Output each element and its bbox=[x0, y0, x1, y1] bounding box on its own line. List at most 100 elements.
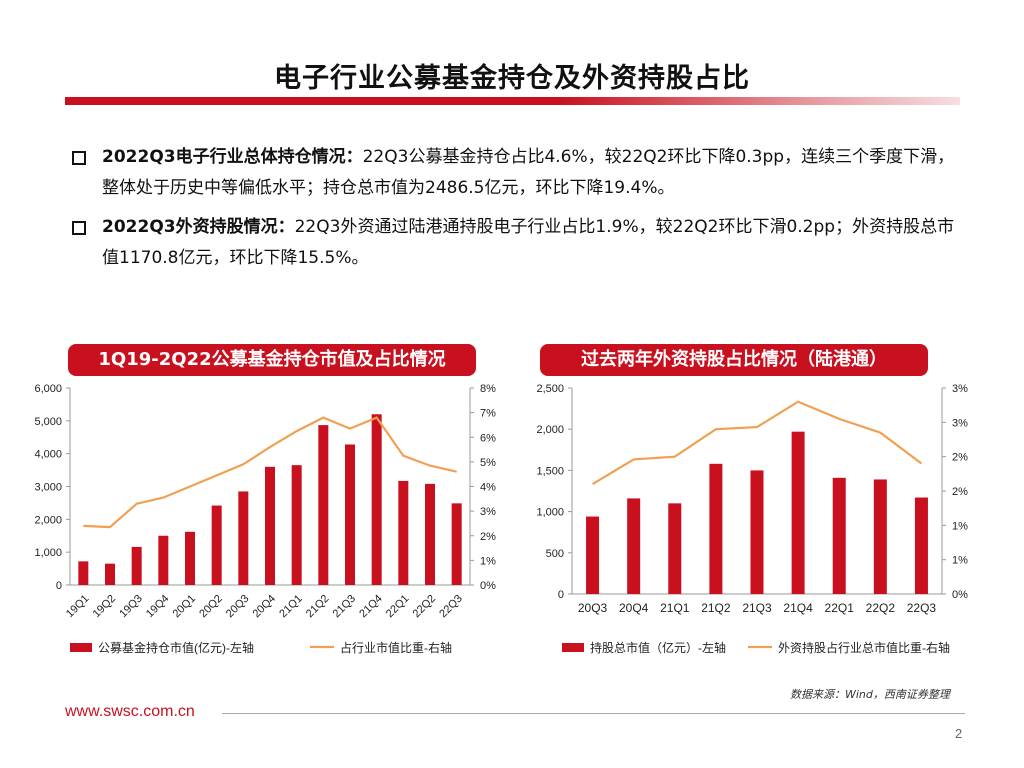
chart2-right-tick-label: 0% bbox=[952, 589, 968, 601]
chart1-left-tick-label: 5,000 bbox=[34, 416, 62, 428]
chart2-bar bbox=[750, 470, 764, 594]
chart1-bar bbox=[265, 466, 275, 585]
page-title: 电子行业公募基金持仓及外资持股占比 bbox=[274, 63, 750, 94]
chart2-bar bbox=[627, 498, 641, 594]
page-number: 2 bbox=[955, 726, 963, 741]
footer-divider bbox=[222, 713, 965, 714]
chart2-bar bbox=[791, 431, 805, 594]
chart1-x-tick-label: 20Q3 bbox=[224, 593, 252, 621]
chart2-bar bbox=[873, 479, 887, 594]
chart1-right-tick-label: 6% bbox=[480, 432, 496, 444]
chart1-x-tick-label: 20Q1 bbox=[171, 593, 199, 621]
chart2-left-tick-label: 2,000 bbox=[536, 424, 564, 436]
chart2-x-tick-label: 21Q4 bbox=[783, 601, 813, 615]
chart1-right-tick-label: 7% bbox=[480, 408, 496, 420]
chart1-x-tick-label: 21Q1 bbox=[277, 593, 305, 621]
chart2-line-series bbox=[592, 400, 923, 486]
chart1-left-tick-label: 0 bbox=[56, 580, 62, 592]
chart1-x-tick-label: 19Q4 bbox=[144, 593, 172, 621]
chart1-x-tick-label: 22Q1 bbox=[384, 593, 412, 621]
chart1-right-tick-label: 1% bbox=[480, 555, 496, 567]
chart1-x-tick-label: 21Q3 bbox=[331, 593, 359, 621]
chart1-x-tick-label: 20Q2 bbox=[197, 593, 225, 621]
chart1-bar bbox=[425, 483, 435, 585]
chart1-bar bbox=[371, 414, 382, 585]
chart1-right-tick-label: 3% bbox=[480, 506, 496, 518]
chart1-bar bbox=[78, 561, 89, 585]
chart2-x-tick-label: 22Q3 bbox=[907, 601, 937, 615]
chart1-legend-line-label: 占行业市值比重-右轴 bbox=[340, 640, 452, 655]
chart2-x-tick-label: 21Q2 bbox=[701, 601, 731, 615]
chart1-bar bbox=[158, 535, 169, 585]
chart1-right-tick-label: 2% bbox=[480, 531, 496, 543]
chart2-svg: 0 500 1,000 1,500 2,000 2,500 0% 1% 1% 2% 2% 3% 3% 20… bbox=[536, 383, 968, 655]
bullet-heading: 2022Q3外资持股情况： bbox=[102, 217, 295, 237]
chart1-bar bbox=[185, 531, 195, 585]
bullet-text: 22Q3外资通过陆港通持股电子行业占比1.9%，较22Q2环比下滑0.2pp；外… bbox=[102, 217, 955, 268]
chart1-bar bbox=[131, 546, 142, 585]
checkbox-bullet-icon bbox=[72, 151, 86, 165]
chart1-x-tick-label: 19Q3 bbox=[117, 593, 145, 621]
chart1-right-tick-label: 4% bbox=[480, 482, 496, 494]
chart2-right-tick-label: 1% bbox=[952, 555, 968, 567]
chart2-left-tick-label: 1,000 bbox=[536, 507, 564, 519]
chart1-x-tick-label: 19Q1 bbox=[64, 593, 92, 621]
chart1-svg: 0 1,000 2,000 3,000 4,000 5,000 6,000 0% 1% 2% 3% 4… bbox=[34, 383, 496, 655]
chart1-right-tick-label: 0% bbox=[480, 580, 496, 592]
chart1-line-series bbox=[83, 416, 457, 529]
chart1-left-tick-label: 3,000 bbox=[34, 482, 62, 494]
bullet-item: 2022Q3外资持股情况：22Q3外资通过陆港通持股电子行业占比1.9%，较22… bbox=[70, 212, 970, 274]
chart2-bar bbox=[709, 463, 723, 594]
chart2-legend-bar-label: 持股总市值（亿元）-左轴 bbox=[590, 640, 726, 655]
chart1-left-tick-label: 4,000 bbox=[34, 449, 62, 461]
chart1-left-tick-label: 2,000 bbox=[34, 514, 62, 526]
chart1-title: 1Q19-2Q22公募基金持仓市值及占比情况 bbox=[68, 344, 476, 376]
chart2-bar bbox=[914, 497, 928, 594]
chart1-legend-bar-swatch bbox=[70, 643, 92, 652]
chart2-right-tick-label: 2% bbox=[952, 452, 968, 464]
chart2-right-tick-label: 3% bbox=[952, 417, 968, 429]
bullet-heading: 2022Q3电子行业总体持仓情况： bbox=[102, 147, 363, 167]
bullet-text: 22Q3公募基金持仓占比4.6%，较22Q2环比下降0.3pp，连续三个季度下滑… bbox=[102, 147, 955, 198]
chart1-x-tick-label: 22Q3 bbox=[437, 593, 465, 621]
chart2-x-tick-label: 20Q4 bbox=[619, 601, 649, 615]
chart1-x-tick-label: 20Q4 bbox=[251, 593, 279, 621]
chart2-x-tick-label: 21Q1 bbox=[660, 601, 690, 615]
data-source: 数据来源：Wind，西南证券整理 bbox=[790, 688, 950, 701]
chart1-x-tick-label: 22Q2 bbox=[411, 593, 439, 621]
chart1-right-tick-label: 5% bbox=[480, 457, 496, 469]
chart2-bar bbox=[586, 516, 600, 594]
chart2-x-tick-label: 21Q3 bbox=[742, 601, 772, 615]
bullet-item: 2022Q3电子行业总体持仓情况：22Q3公募基金持仓占比4.6%，较22Q2环… bbox=[70, 142, 970, 204]
chart2-right-tick-label: 3% bbox=[952, 383, 968, 395]
chart1-x-tick-label: 21Q4 bbox=[357, 593, 385, 621]
chart1-bar bbox=[211, 505, 222, 585]
chart1-bar bbox=[105, 563, 115, 585]
chart1-bar bbox=[345, 444, 355, 585]
chart2-left-tick-label: 1,500 bbox=[536, 465, 564, 477]
chart1-right-tick-label: 8% bbox=[480, 383, 496, 395]
chart2-title: 过去两年外资持股占比情况（陆港通） bbox=[540, 344, 928, 376]
chart1-bar bbox=[398, 480, 409, 585]
title-underline bbox=[65, 97, 960, 105]
chart2-left-tick-label: 500 bbox=[546, 548, 564, 560]
chart2-left-tick-label: 0 bbox=[558, 589, 564, 601]
chart1-left-tick-label: 1,000 bbox=[34, 547, 62, 559]
chart2-bar bbox=[832, 477, 846, 594]
chart1-bar bbox=[451, 503, 462, 585]
chart2-right-tick-label: 2% bbox=[952, 486, 968, 498]
chart2-right-tick-label: 1% bbox=[952, 520, 968, 532]
chart1-x-tick-label: 21Q2 bbox=[304, 593, 332, 621]
checkbox-bullet-icon bbox=[72, 221, 86, 235]
footer-url[interactable]: www.swsc.com.cn bbox=[65, 703, 195, 720]
chart2-x-tick-label: 20Q3 bbox=[578, 601, 608, 615]
chart1-x-tick-label: 19Q2 bbox=[91, 593, 119, 621]
chart1-bar bbox=[291, 465, 302, 585]
chart2-bar bbox=[668, 503, 682, 594]
chart1-bar bbox=[318, 425, 329, 585]
chart1-bar bbox=[238, 491, 249, 585]
chart2-legend-line-label: 外资持股占行业总市值比重-右轴 bbox=[778, 640, 950, 655]
chart2-x-tick-label: 22Q1 bbox=[825, 601, 855, 615]
chart1-legend-bar-label: 公募基金持仓市值(亿元)-左轴 bbox=[98, 640, 254, 655]
chart2-x-tick-label: 22Q2 bbox=[866, 601, 896, 615]
